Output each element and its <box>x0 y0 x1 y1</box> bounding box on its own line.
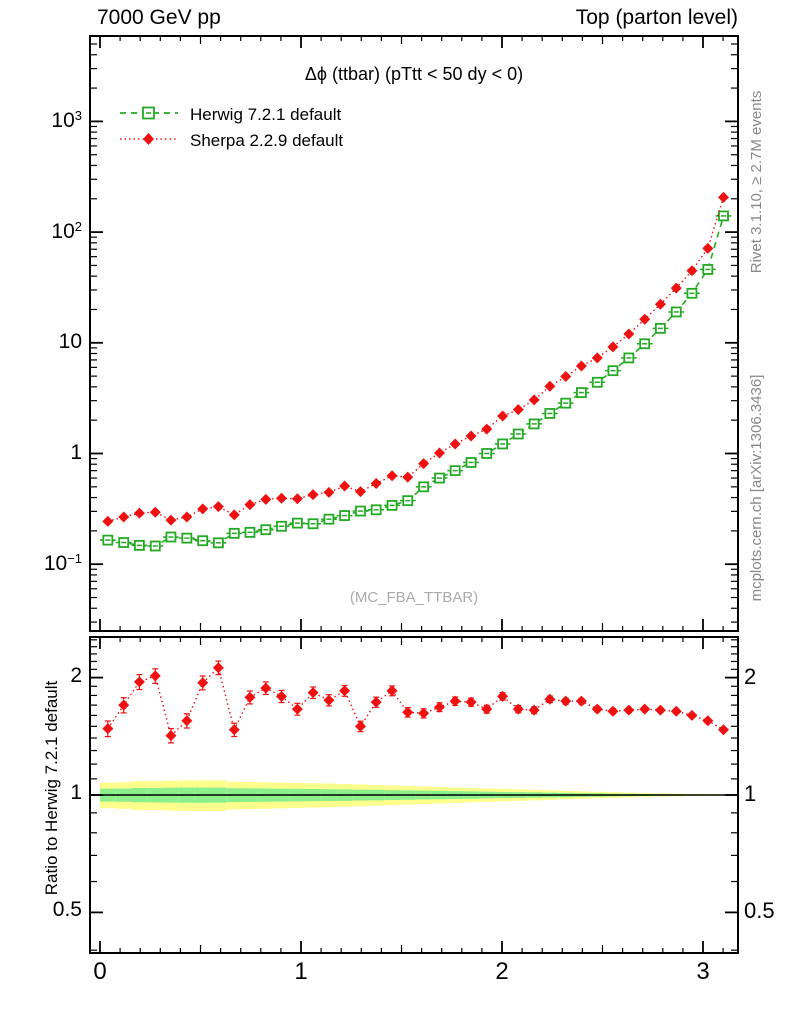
axis-ticks <box>90 36 738 953</box>
ratio-y-tick-label-right: 0.5 <box>744 898 775 924</box>
ratio-y-tick-label-right: 1 <box>744 781 757 806</box>
panel-frames <box>89 35 739 954</box>
legend-label-herwig: Herwig 7.2.1 default <box>190 105 342 124</box>
sherpa-legend-marker-icon <box>118 131 180 152</box>
legend-label-sherpa: Sherpa 2.2.9 default <box>190 131 344 150</box>
main-y-tick-label: 103 <box>51 108 82 133</box>
x-tick-label: 2 <box>495 958 509 985</box>
ratio-uncertainty-bands <box>90 780 738 811</box>
sherpa-series <box>102 191 730 527</box>
legend-item-sherpa: Sherpa 2.2.9 default <box>118 131 344 152</box>
ratio-y-tick-label-left: 0.5 <box>52 898 82 922</box>
ratio-series <box>102 660 730 744</box>
main-y-tick-label: 102 <box>51 219 82 244</box>
analysis-label: Top (parton level) <box>575 6 738 29</box>
mcplots-arxiv-note: mcplots.cern.ch [arXiv:1306.3436] <box>748 374 765 602</box>
ratio-y-tick-label-right: 2 <box>744 663 757 689</box>
main-y-tick-label: 10−1 <box>43 551 82 576</box>
main-y-tick-label: 10 <box>58 329 82 353</box>
main-y-tick-label: 1 <box>70 440 82 464</box>
herwig-series <box>99 210 732 552</box>
ratio-y-tick-label-left: 2 <box>70 663 82 687</box>
x-tick-label: 0 <box>93 958 107 985</box>
plot-title: Δϕ (ttbar) (pTtt < 50 dy < 0) <box>304 64 524 84</box>
x-tick-label: 1 <box>294 958 308 985</box>
legend-item-herwig: Herwig 7.2.1 default <box>118 105 342 126</box>
watermark: (MC_FBA_TTBAR) <box>349 589 479 606</box>
beam-energy-label: 7000 GeV pp <box>97 6 221 29</box>
x-tick-label: 3 <box>696 958 710 985</box>
herwig-legend-marker-icon <box>118 105 180 126</box>
ratio-y-tick-label-left: 1 <box>70 781 82 804</box>
rivet-version-note: Rivet 3.1.10, ≥ 2.7M events <box>748 90 765 274</box>
